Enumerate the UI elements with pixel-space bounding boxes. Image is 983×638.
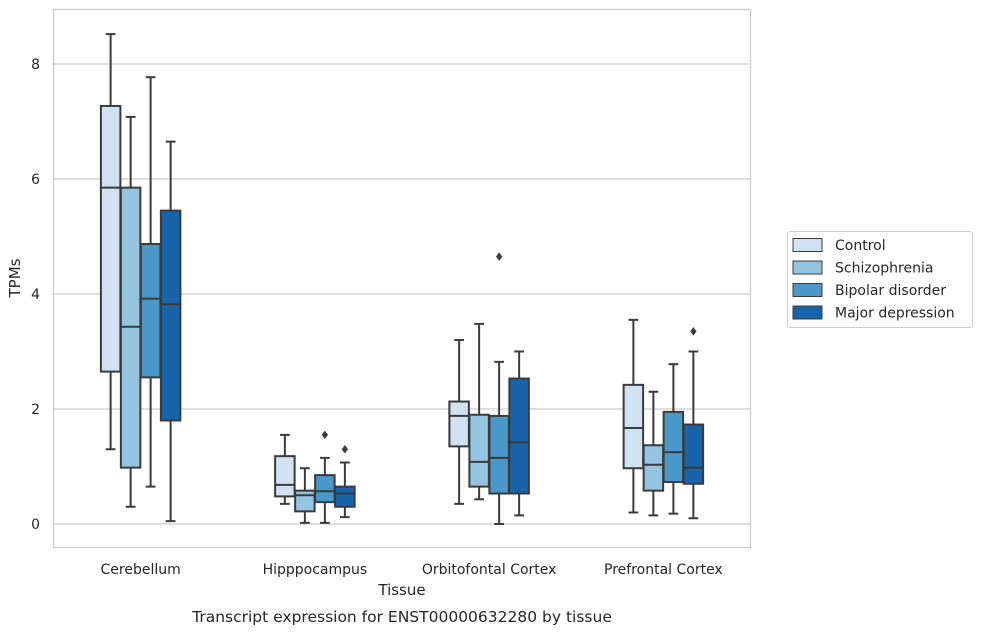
x-tick-labels: Cerebellum Hipppocampus Orbitofontal Corte… [101,562,723,578]
y-tick-label: 0 [31,517,40,533]
box-body [139,242,162,379]
box-schizophrenia-2 [468,322,490,501]
box-body [468,413,490,488]
box-control-0 [99,33,122,451]
plot-frame [52,8,752,549]
box-body [334,485,356,508]
legend-swatch [792,238,823,252]
y-tick-label: 8 [31,57,40,73]
x-tick-label: Orbitofontal Cortex [422,562,557,578]
outlier-point [341,445,349,454]
y-tick-labels: 0 2 4 6 8 [31,57,40,533]
legend-swatch [792,283,823,297]
legend-swatch [792,305,823,320]
box-body [99,104,122,373]
box-body [314,474,336,504]
legend-label: Bipolar disorder [835,283,946,299]
box-body [508,377,530,495]
box-body [274,455,296,498]
box-control-1 [274,433,296,505]
y-tick-label: 4 [31,287,40,303]
box-body [159,209,182,422]
outlier-point [495,252,503,261]
box-control-3 [622,318,645,514]
box-body [448,400,470,448]
box-bipolar-disorder-0 [139,76,162,488]
box-schizophrenia-1 [294,467,316,524]
box-body [622,383,645,470]
x-tick-label: Prefrontal Cortex [604,562,723,578]
y-tick-label: 2 [31,402,40,418]
box-body [682,423,705,485]
legend-label: Control [835,238,886,254]
chart-caption: Transcript expression for ENST0000063228… [191,608,612,626]
legend-label: Schizophrenia [835,261,933,277]
legend-frame [787,231,973,328]
box-body [294,489,316,513]
legend-label: Major depression [835,306,955,322]
box-bipolar-disorder-1 [314,430,336,524]
box-major-depression-3 [682,327,705,520]
box-schizophrenia-3 [642,390,665,517]
legend-swatch [792,260,823,275]
box-body [662,410,685,484]
outlier-point [690,327,697,336]
x-tick-label: Hipppocampus [263,562,368,578]
y-tick-label: 6 [31,172,40,188]
box-major-depression-0 [159,140,182,523]
box-schizophrenia-0 [119,115,142,508]
y-axis-label: TPMs [6,258,24,298]
box-major-depression-1 [334,445,356,519]
x-tick-label: Cerebellum [101,562,181,578]
box-bipolar-disorder-3 [662,363,685,515]
box-body [488,414,510,495]
box-body [642,444,665,492]
box-bipolar-disorder-2 [488,252,510,525]
legend: Control Schizophrenia Bipolar disorder Majo… [787,231,973,328]
box-major-depression-2 [508,350,530,517]
boxes-group [99,33,705,525]
outlier-point [321,430,329,440]
box-control-2 [448,339,470,505]
x-axis-label: Tissue [377,581,425,599]
